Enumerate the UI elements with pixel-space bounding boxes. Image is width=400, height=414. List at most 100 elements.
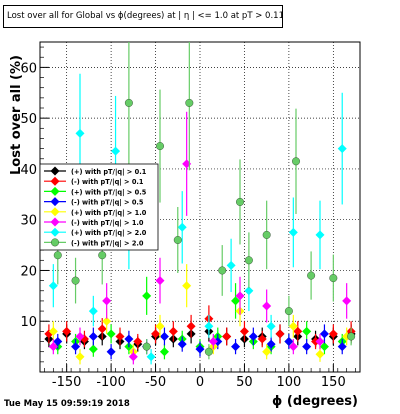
data-point [111, 146, 121, 156]
data-point [328, 329, 338, 339]
data-point [284, 337, 294, 347]
data-point [292, 157, 300, 166]
data-point [48, 342, 58, 352]
data-point [257, 334, 267, 344]
x-axis-label: ϕ (degrees) [272, 394, 358, 409]
data-point [319, 329, 329, 339]
legend-marker [50, 217, 60, 227]
x-tick-label: -150 [52, 375, 82, 390]
data-point [262, 230, 271, 239]
data-point [266, 321, 276, 331]
legend-marker [50, 176, 60, 186]
legend-marker [51, 238, 59, 247]
data-point [177, 339, 187, 349]
data-point [88, 331, 98, 341]
data-point [156, 142, 164, 151]
data-point [88, 306, 98, 316]
data-point [337, 144, 347, 154]
y-tick-label: 20 [20, 264, 37, 279]
data-point [75, 128, 85, 138]
legend-label: (+) with pT/|q| > 1.0 [71, 209, 147, 218]
data-point [244, 286, 254, 296]
data-point [133, 337, 143, 347]
timestamp: Tue May 15 09:59:19 2018 [4, 399, 130, 409]
data-point [315, 349, 325, 359]
data-point [177, 222, 187, 232]
y-tick-label: 60 [20, 61, 37, 76]
x-tick-label: 150 [321, 375, 346, 390]
data-point [266, 339, 276, 349]
data-point [244, 256, 253, 265]
y-tick-label: 30 [20, 214, 37, 229]
data-point [115, 331, 125, 341]
data-point [288, 321, 298, 331]
data-point [275, 329, 285, 339]
data-point [75, 352, 85, 362]
data-point [284, 307, 293, 316]
data-point [75, 331, 85, 341]
legend: (+) with pT/|q| > 0.1 (-) with pT/|q| > 0… [39, 163, 159, 251]
data-point [302, 342, 312, 352]
data-point [204, 321, 214, 331]
data-point [102, 296, 112, 306]
data-point [208, 337, 218, 347]
x-tick-label: -50 [145, 375, 166, 390]
data-point [195, 344, 205, 354]
y-tick-label: 10 [20, 315, 37, 330]
legend-marker [50, 186, 60, 196]
data-point [204, 347, 213, 356]
data-point [315, 230, 325, 240]
data-point [53, 337, 63, 347]
legend-marker [50, 166, 60, 176]
data-point [146, 352, 156, 362]
y-tick-label: 50 [20, 112, 37, 127]
data-point [124, 98, 133, 107]
data-point [302, 326, 312, 336]
legend-label: (-) with pT/|q| > 2.0 [71, 239, 144, 248]
legend-box [39, 163, 159, 251]
data-point [293, 326, 303, 336]
data-point [48, 281, 58, 291]
data-point [142, 342, 151, 351]
data-point [106, 329, 116, 339]
legend-label: (+) with pT/|q| > 2.0 [71, 229, 147, 238]
data-point [155, 276, 165, 286]
data-point [262, 347, 272, 357]
data-point [62, 326, 72, 336]
data-point [159, 331, 169, 341]
data-point [182, 281, 192, 291]
legend-label: (+) with pT/|q| > 0.5 [71, 188, 147, 197]
y-tick-label: 40 [20, 163, 37, 178]
data-point [222, 331, 232, 341]
data-point [128, 352, 138, 362]
data-point [329, 274, 338, 283]
data-point [262, 301, 272, 311]
data-point [236, 197, 244, 206]
data-point [168, 326, 178, 336]
data-point [231, 342, 241, 352]
data-point [173, 236, 182, 244]
data-point [97, 324, 107, 334]
data-point [239, 326, 249, 336]
data-point [88, 344, 98, 354]
data-point [319, 342, 329, 352]
data-point [151, 329, 161, 339]
legend-marker [50, 227, 60, 237]
data-point [159, 347, 169, 357]
legend-label: (-) with pT/|q| > 0.5 [71, 199, 144, 208]
x-tick-label: -100 [96, 375, 126, 390]
data-point [235, 291, 245, 301]
data-point [98, 251, 107, 260]
data-point [142, 291, 152, 301]
data-point [48, 326, 58, 336]
data-point [71, 342, 81, 352]
legend-label: (-) with pT/|q| > 1.0 [71, 219, 144, 228]
data-point [315, 337, 325, 347]
data-point [337, 342, 347, 352]
data-point [102, 316, 112, 326]
legend-label: (+) with pT/|q| > 0.1 [71, 168, 147, 177]
data-points [44, 42, 356, 365]
data-point [218, 266, 227, 275]
legend-marker [50, 197, 60, 207]
